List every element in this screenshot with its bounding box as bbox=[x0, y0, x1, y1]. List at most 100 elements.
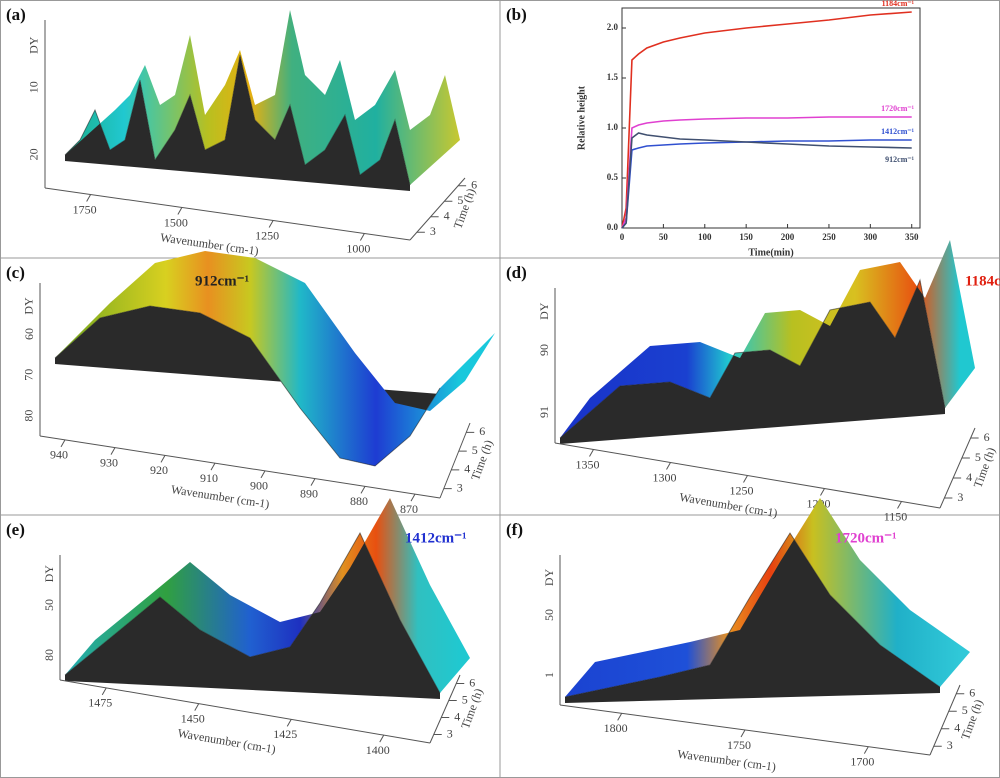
z-tick-label: 20 bbox=[27, 148, 41, 160]
z-tick-label: 91 bbox=[537, 406, 551, 418]
time-tick-label: 6 bbox=[479, 424, 485, 438]
surface-edge bbox=[564, 532, 941, 698]
x-tick-label: 1450 bbox=[181, 711, 205, 725]
surface-edge bbox=[54, 305, 441, 467]
x-tick-label: 250 bbox=[822, 232, 836, 242]
x-tick-label: 1350 bbox=[576, 457, 600, 471]
x-tick bbox=[101, 687, 107, 696]
time-tick-label: 4 bbox=[464, 462, 470, 476]
x-tick bbox=[194, 703, 200, 711]
x-tick bbox=[617, 713, 623, 721]
x-tick-label: 900 bbox=[250, 479, 268, 493]
surface bbox=[65, 498, 470, 693]
surface-shadow bbox=[560, 280, 945, 444]
x-tick bbox=[160, 455, 166, 463]
x-tick bbox=[110, 447, 116, 455]
surface bbox=[55, 251, 495, 466]
x-tick-label: 150 bbox=[739, 232, 753, 242]
time-tick-label: 3 bbox=[430, 224, 436, 238]
time-tick-label: 5 bbox=[472, 443, 478, 457]
y-tick-label: 2.0 bbox=[607, 22, 619, 32]
x-tick-label: 100 bbox=[698, 232, 712, 242]
time-tick-label: 6 bbox=[469, 675, 475, 689]
x-tick bbox=[268, 220, 274, 228]
panel: 13501300125012001150Wavenumber (cm-1)345… bbox=[506, 240, 1000, 523]
time-tick-label: 5 bbox=[975, 450, 981, 464]
x-tick-label: 890 bbox=[300, 486, 318, 500]
x-tick-label: 870 bbox=[400, 502, 418, 516]
x-tick bbox=[897, 501, 902, 509]
peak-annotation: 1720cm⁻¹ bbox=[835, 530, 897, 546]
time-axis-label: Time (h) bbox=[451, 186, 478, 230]
y-tick-label: 0.0 bbox=[607, 222, 619, 232]
time-tick-label: 5 bbox=[962, 703, 968, 717]
series-label: 1412cm⁻¹ bbox=[881, 127, 914, 136]
time-axis bbox=[429, 674, 461, 744]
x-tick-label: 920 bbox=[150, 463, 168, 477]
peak-annotation: 1184cm⁻¹ bbox=[965, 273, 1000, 289]
x-tick bbox=[177, 207, 183, 215]
time-tick-label: 6 bbox=[969, 686, 975, 700]
x-tick-label: 880 bbox=[350, 494, 368, 508]
z-axis-label: DY bbox=[22, 297, 36, 315]
surface bbox=[65, 10, 460, 185]
data-line bbox=[621, 11, 912, 229]
x-tick bbox=[260, 470, 266, 479]
z-tick-label: 50 bbox=[542, 609, 556, 621]
x-tick bbox=[820, 488, 825, 496]
time-tick-label: 5 bbox=[457, 193, 463, 207]
series-label: 1720cm⁻¹ bbox=[881, 104, 914, 113]
x-tick-label: 1400 bbox=[366, 743, 390, 757]
z-axis-label: DY bbox=[27, 36, 41, 54]
time-tick-label: 4 bbox=[454, 709, 460, 723]
x-tick bbox=[310, 478, 316, 486]
x-tick bbox=[86, 194, 92, 202]
z-axis-label: DY bbox=[537, 302, 551, 320]
z-tick-label: 1 bbox=[542, 672, 556, 678]
time-tick-label: 4 bbox=[966, 470, 972, 484]
x-tick-label: 50 bbox=[659, 232, 669, 242]
x-tick bbox=[666, 462, 671, 470]
x-tick-label: 1425 bbox=[273, 727, 297, 741]
y-tick-label: 0.5 bbox=[607, 172, 619, 182]
surface-shadow bbox=[565, 533, 940, 703]
z-tick-label: 70 bbox=[22, 369, 36, 381]
x-tick-label: 1150 bbox=[884, 509, 908, 523]
x-tick-label: 1000 bbox=[346, 241, 370, 255]
panel-label: (d) bbox=[506, 263, 527, 282]
x-axis-label: Time(min) bbox=[748, 247, 793, 258]
time-axis bbox=[409, 177, 466, 241]
time-tick-label: 5 bbox=[462, 692, 468, 706]
z-axis-label: DY bbox=[542, 569, 556, 587]
time-axis bbox=[939, 427, 976, 509]
x-tick bbox=[863, 746, 869, 754]
surface bbox=[565, 498, 970, 697]
surface-shadow bbox=[65, 55, 410, 191]
time-tick-label: 4 bbox=[954, 721, 960, 735]
time-tick-label: 4 bbox=[444, 209, 450, 223]
x-tick-label: 1700 bbox=[850, 754, 874, 768]
x-axis bbox=[44, 187, 411, 241]
x-tick-label: 1300 bbox=[653, 470, 677, 484]
x-tick bbox=[410, 493, 416, 502]
surface-edge bbox=[64, 54, 411, 186]
time-tick-label: 3 bbox=[947, 738, 953, 752]
data-line bbox=[621, 139, 912, 229]
series-label: 912cm⁻¹ bbox=[885, 155, 914, 164]
time-tick-label: 3 bbox=[457, 480, 463, 494]
x-axis bbox=[59, 679, 431, 744]
x-tick bbox=[740, 729, 746, 738]
panel-label: (f) bbox=[506, 520, 523, 539]
x-tick bbox=[60, 439, 66, 448]
x-tick-label: 350 bbox=[905, 232, 919, 242]
surface bbox=[560, 240, 975, 438]
x-tick-label: 1475 bbox=[88, 696, 112, 710]
z-axis-label: DY bbox=[42, 565, 56, 583]
time-tick-label: 3 bbox=[957, 490, 963, 504]
x-axis bbox=[39, 435, 441, 499]
x-tick-label: 1800 bbox=[604, 721, 628, 735]
